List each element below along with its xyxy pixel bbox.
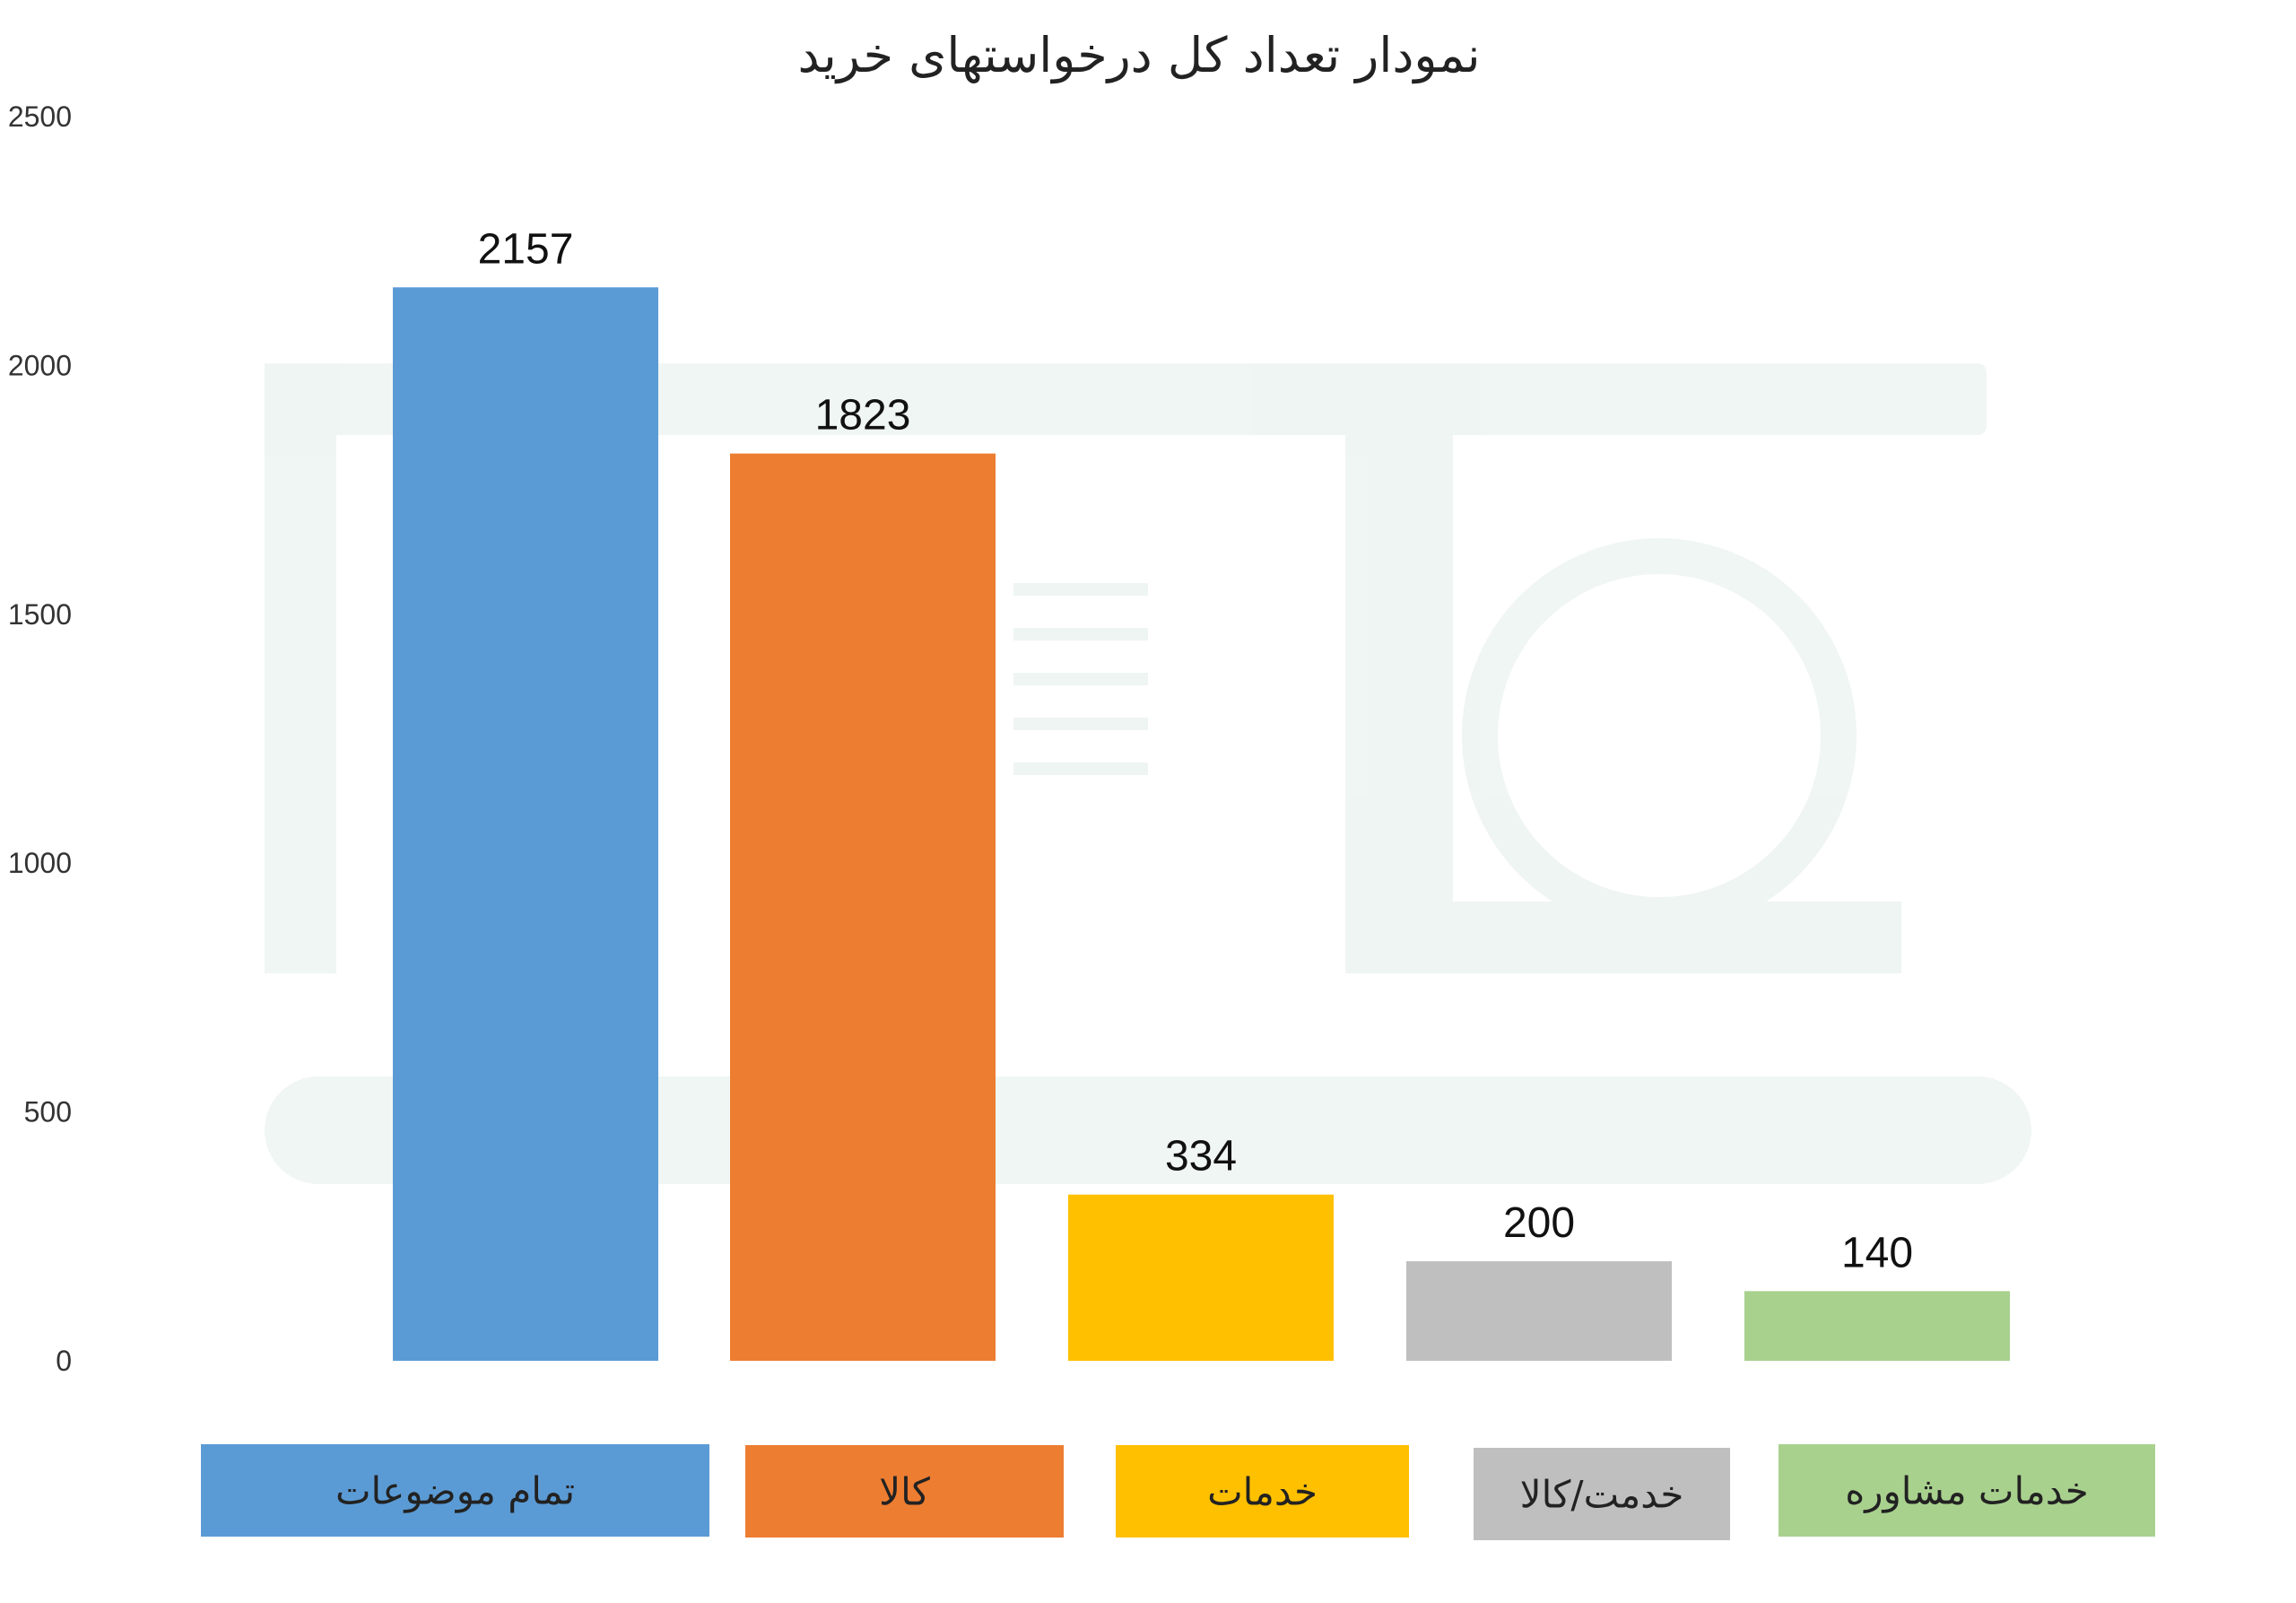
legend-label: خدمات [1207,1470,1318,1514]
legend: تمام موضوعات کالا خدمات خدمت/کالا خدمات مشاو… [201,1444,2155,1540]
bars-group [393,287,2010,1361]
bar [1744,1291,2010,1361]
watermark-logo [265,363,2031,1184]
bar [393,287,658,1361]
data-labels: 2157 1823 334 200 140 [478,225,1913,1276]
data-label: 140 [1841,1229,1913,1276]
legend-swatch [1474,1448,1730,1540]
y-tick-label: 2000 [8,349,72,381]
legend-label: خدمات مشاوره [1845,1469,2089,1513]
data-label: 2157 [478,225,574,273]
data-label: 200 [1503,1199,1575,1247]
y-tick-label: 0 [56,1345,72,1377]
legend-swatch [1116,1445,1409,1538]
legend-label: تمام موضوعات [335,1469,575,1513]
legend-swatch [745,1445,1064,1538]
chart-title: نمودار تعداد کل درخواستهای خرید [797,27,1480,83]
legend-label: کالا [879,1470,930,1514]
legend-label: خدمت/کالا [1520,1473,1684,1517]
data-label: 334 [1165,1133,1237,1180]
y-tick-label: 500 [24,1096,72,1128]
y-tick-label: 1500 [8,598,72,631]
bar [1406,1261,1672,1361]
y-tick-label: 2500 [8,100,72,133]
legend-swatch [201,1444,709,1537]
bar [730,453,996,1361]
y-axis: 0 500 1000 1500 2000 2500 [8,100,72,1377]
bar [1068,1194,1334,1361]
data-label: 1823 [815,392,911,440]
legend-swatch [1779,1444,2155,1537]
y-tick-label: 1000 [8,847,72,879]
